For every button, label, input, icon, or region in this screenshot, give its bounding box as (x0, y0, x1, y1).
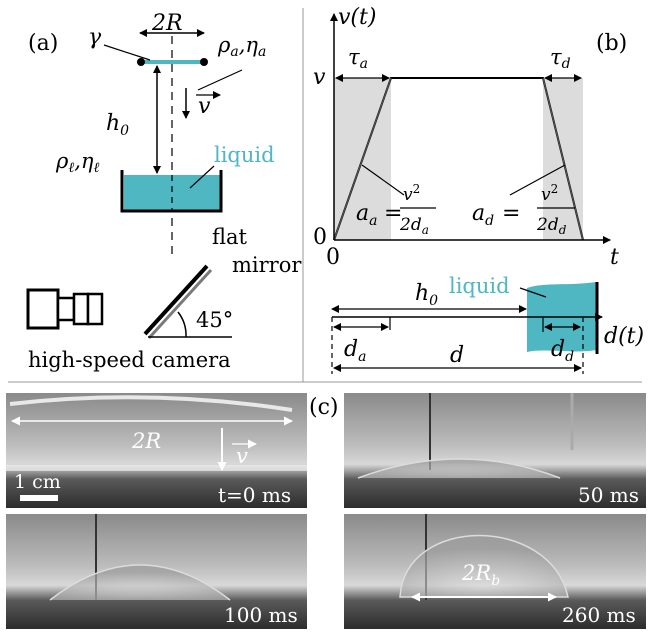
photo-t0-background (6, 393, 307, 508)
y-axis-label: v(t) (338, 5, 376, 30)
h0-label: h0 (106, 111, 129, 139)
bubble-t50 (357, 458, 561, 479)
velocity-photo-label: v (236, 444, 248, 468)
film-t0 (9, 395, 293, 412)
a-d-equals: = (502, 201, 520, 226)
liquid-label-b: liquid (449, 274, 510, 298)
bubble-t260 (399, 534, 569, 598)
camera-lens-2 (72, 292, 90, 326)
a-a-leader (361, 164, 405, 196)
flat-label: flat (212, 225, 248, 249)
gamma-leader (103, 44, 151, 61)
y-tick-v: v (313, 65, 326, 90)
photo-t100: 100 ms (6, 514, 307, 629)
decel-slope (542, 77, 584, 241)
velocity-label: v (198, 94, 211, 119)
panel-a: (a) 2R γ ρa,ηa h0 v ρℓ,ηℓ liquid flat m (26, 11, 302, 372)
film-frame-left (137, 58, 145, 66)
panel-a-label: (a) (28, 31, 58, 56)
rho-a-label: ρa,ηa (217, 33, 266, 60)
liquid-leader-b (519, 287, 547, 298)
camera-lens-1 (56, 296, 76, 322)
liquid-leader (189, 165, 215, 189)
x-tick-0: 0 (326, 245, 340, 270)
a-d-den: 2dd (536, 215, 567, 237)
a-d-num: v2 (541, 182, 558, 205)
photo-t260: 2Rb 260 ms (344, 514, 646, 629)
mirror-label: mirror (232, 253, 302, 277)
two-r-label: 2R (151, 11, 183, 36)
tau-a-label: τa (348, 45, 368, 72)
photo-t50-background (344, 393, 646, 508)
camera-lens-3 (86, 292, 104, 326)
a-a-lhs: aa (356, 201, 377, 229)
flat-mirror-shade (147, 268, 213, 340)
flat-mirror (143, 264, 209, 336)
gamma-label: γ (88, 25, 102, 50)
time-label-t100: 100 ms (224, 603, 298, 627)
h0-label-b: h0 (415, 281, 438, 309)
d-a-label: da (344, 337, 366, 365)
d-label: d (450, 343, 464, 368)
photo-t50: 50 ms (344, 393, 646, 508)
a-a-den: 2da (399, 215, 429, 237)
a-d-lhs: ad (472, 201, 494, 229)
panel-c: (c) 2R v 1 cm t=0 ms 50 ms (6, 393, 646, 629)
d-d-label: dd (551, 337, 574, 365)
bubble-t100 (49, 564, 231, 601)
panel-b: (b) v(t) v 0 0 t τa τd aa = v2 2da ad = … (313, 5, 644, 374)
scale-bar (20, 495, 58, 501)
rho-l-label: ρℓ,ηℓ (55, 149, 99, 176)
a-a-equals: = (384, 201, 402, 226)
time-label-t0: t=0 ms (218, 483, 291, 507)
a-a-num: v2 (403, 182, 420, 205)
liquid-tank (120, 170, 223, 213)
time-label-t50: 50 ms (578, 483, 639, 507)
tank-rim-t0 (6, 465, 307, 471)
time-label-t260: 260 ms (562, 603, 636, 627)
two-rb-label: 2Rb (461, 561, 500, 589)
camera-label: high-speed camera (28, 348, 231, 372)
distance-axis-label: d(t) (604, 324, 644, 349)
panel-c-label: (c) (309, 395, 339, 420)
tau-d-label: τd (550, 45, 571, 72)
liquid-label: liquid (214, 143, 275, 167)
a-d-leader (509, 164, 566, 196)
panel-b-label: (b) (596, 31, 627, 56)
photo-t0: 2R v 1 cm t=0 ms (6, 393, 307, 508)
two-r-photo-label: 2R (131, 429, 161, 453)
angle-label: 45° (196, 308, 233, 332)
rho-a-leader (197, 69, 243, 91)
accel-slope (333, 77, 392, 241)
y-tick-0: 0 (313, 225, 327, 250)
x-axis-label: t (610, 245, 619, 270)
film-frame-right (200, 58, 208, 66)
scale-bar-label: 1 cm (14, 471, 61, 493)
angle-arc (177, 311, 187, 338)
camera-body (26, 288, 60, 330)
